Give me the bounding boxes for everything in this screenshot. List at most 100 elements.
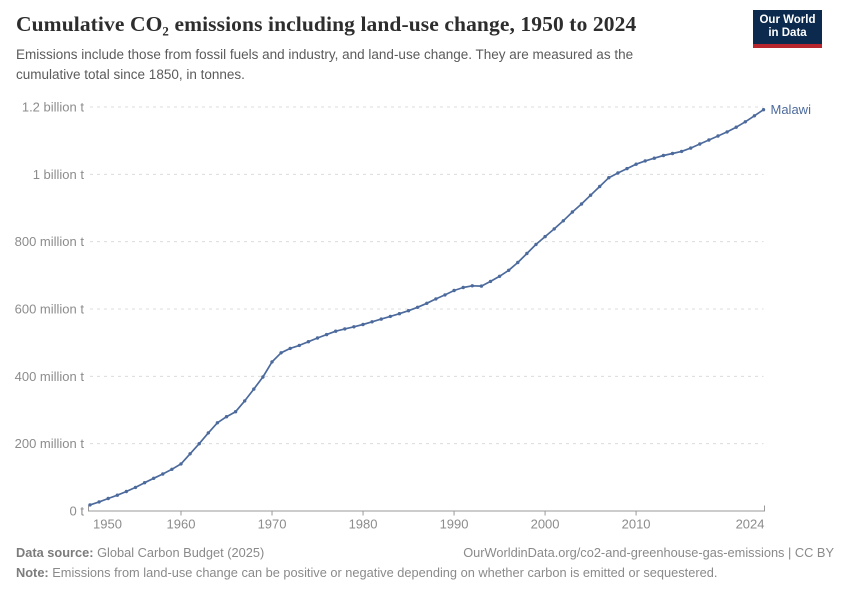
data-point-marker[interactable] <box>115 493 120 497</box>
data-point-marker[interactable] <box>152 476 156 480</box>
data-point-marker[interactable] <box>334 329 338 333</box>
data-point-marker[interactable] <box>397 312 402 316</box>
data-point-marker[interactable] <box>206 431 210 435</box>
footer-note-label: Note: <box>16 565 49 580</box>
data-point-marker[interactable] <box>279 351 283 355</box>
data-point-marker[interactable] <box>734 125 738 129</box>
data-point-marker[interactable] <box>488 279 493 284</box>
data-point-marker[interactable] <box>434 297 438 301</box>
data-point-marker[interactable] <box>543 234 547 239</box>
data-point-marker[interactable] <box>516 260 520 265</box>
data-point-marker[interactable] <box>716 134 720 138</box>
chart-subtitle: Emissions include those from fossil fuel… <box>16 47 634 82</box>
data-point-marker[interactable] <box>297 343 301 348</box>
footer-note-text: Emissions from land-use change can be po… <box>48 565 718 580</box>
data-point-marker[interactable] <box>452 288 456 293</box>
data-point-marker[interactable] <box>652 156 656 160</box>
data-point-marker[interactable] <box>261 375 265 379</box>
data-point-marker[interactable] <box>461 285 465 290</box>
data-point-marker[interactable] <box>188 452 192 456</box>
y-axis-label: 600 million t <box>15 302 85 317</box>
data-point-marker[interactable] <box>224 415 229 419</box>
data-source-text: Global Carbon Budget (2025) <box>93 545 265 560</box>
footer-link[interactable]: OurWorldinData.org/co2-and-greenhouse-ga… <box>463 545 834 560</box>
data-point-marker[interactable] <box>689 146 693 150</box>
y-axis-label: 400 million t <box>15 369 85 384</box>
data-point-marker[interactable] <box>106 496 110 501</box>
data-point-marker[interactable] <box>142 481 147 485</box>
data-point-marker[interactable] <box>379 317 383 321</box>
data-point-marker[interactable] <box>525 251 529 256</box>
data-point-marker[interactable] <box>252 387 256 391</box>
data-point-marker[interactable] <box>97 500 101 504</box>
owid-logo[interactable]: Our World in Data <box>753 10 822 48</box>
data-point-marker[interactable] <box>616 171 620 175</box>
data-point-marker[interactable] <box>270 360 274 364</box>
data-point-marker[interactable] <box>679 149 684 154</box>
series-line[interactable] <box>89 108 765 506</box>
data-point-marker[interactable] <box>170 467 174 471</box>
data-point-marker[interactable] <box>161 472 165 476</box>
x-axis-label: 1980 <box>349 517 378 532</box>
data-point-marker[interactable] <box>707 138 711 142</box>
data-point-marker[interactable] <box>579 202 584 206</box>
data-point-marker[interactable] <box>470 284 474 288</box>
y-axis-label: 1.2 billion t <box>22 100 85 115</box>
data-point-marker[interactable] <box>352 325 356 329</box>
data-point-marker[interactable] <box>588 193 593 197</box>
data-point-marker[interactable] <box>215 421 220 425</box>
data-point-marker[interactable] <box>725 130 729 134</box>
data-point-marker[interactable] <box>507 268 511 272</box>
data-point-marker[interactable] <box>443 293 447 297</box>
data-point-marker[interactable] <box>124 489 129 494</box>
data-point-marker[interactable] <box>479 284 484 288</box>
data-point-marker[interactable] <box>561 219 565 223</box>
data-point-marker[interactable] <box>698 142 702 146</box>
data-point-marker[interactable] <box>661 153 666 158</box>
data-point-marker[interactable] <box>133 485 138 490</box>
data-point-marker[interactable] <box>570 210 575 214</box>
data-point-marker[interactable] <box>534 242 538 247</box>
chart-title: Cumulative CO₂ emissions including land-… <box>16 12 637 36</box>
data-point-marker[interactable] <box>752 114 757 118</box>
series-malawi[interactable] <box>88 108 766 507</box>
data-point-marker[interactable] <box>179 462 183 466</box>
owid-logo-line2: in Data <box>768 27 807 39</box>
data-point-marker[interactable] <box>761 108 766 112</box>
data-point-marker[interactable] <box>415 305 420 309</box>
series-end-label[interactable]: Malawi <box>771 102 812 117</box>
y-axis-label: 1 billion t <box>33 167 85 182</box>
data-point-marker[interactable] <box>243 399 247 403</box>
data-point-marker[interactable] <box>197 442 201 446</box>
data-point-marker[interactable] <box>643 159 647 163</box>
data-point-marker[interactable] <box>306 340 311 344</box>
data-point-marker[interactable] <box>324 332 329 337</box>
owid-logo-line1: Our World <box>759 14 816 26</box>
data-point-marker[interactable] <box>343 327 347 331</box>
data-point-marker[interactable] <box>625 166 629 171</box>
x-axis-label: 2024 <box>736 517 765 532</box>
data-point-marker[interactable] <box>370 320 374 324</box>
data-point-marker[interactable] <box>497 274 502 278</box>
data-point-marker[interactable] <box>388 314 392 319</box>
data-point-marker[interactable] <box>670 151 675 156</box>
data-point-marker[interactable] <box>88 503 92 507</box>
data-source: Data source: Global Carbon Budget (2025) <box>16 545 264 560</box>
data-point-marker[interactable] <box>288 346 292 351</box>
chart-footer: Data source: Global Carbon Budget (2025)… <box>16 545 834 580</box>
data-point-marker[interactable] <box>743 120 747 124</box>
y-axis-label: 0 t <box>70 504 85 519</box>
data-source-label: Data source: <box>16 545 94 560</box>
data-point-marker[interactable] <box>315 336 320 340</box>
data-point-marker[interactable] <box>598 184 602 189</box>
data-point-marker[interactable] <box>634 162 638 166</box>
data-point-marker[interactable] <box>406 309 411 313</box>
data-point-marker[interactable] <box>361 322 365 327</box>
data-point-marker[interactable] <box>233 410 238 414</box>
data-point-marker[interactable] <box>552 227 556 231</box>
data-point-marker[interactable] <box>425 301 429 305</box>
y-axis-label: 800 million t <box>15 234 85 249</box>
data-point-marker[interactable] <box>607 176 611 180</box>
